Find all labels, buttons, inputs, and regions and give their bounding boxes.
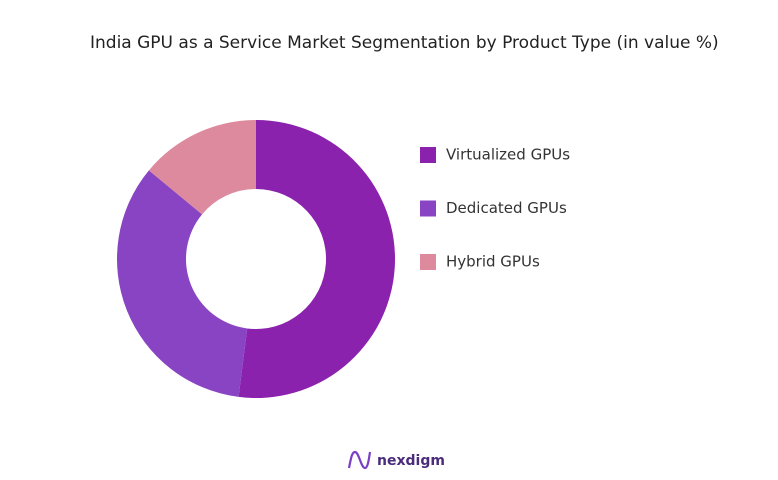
legend-swatch: [420, 147, 436, 163]
logo: nexdigm: [347, 450, 445, 470]
legend-swatch: [420, 200, 436, 217]
legend-label: Dedicated GPUs: [446, 199, 567, 217]
donut-slice: [117, 170, 248, 397]
brand-name: nexdigm: [377, 453, 445, 469]
chart-title: India GPU as a Service Market Segmentati…: [90, 33, 719, 53]
donut-slice: [148, 120, 256, 215]
donut-slice: [238, 120, 396, 398]
legend-swatch: [420, 254, 436, 270]
legend-label: Virtualized GPUs: [446, 146, 570, 164]
legend-label: Hybrid GPUs: [446, 253, 540, 271]
logo-icon: [347, 450, 372, 470]
